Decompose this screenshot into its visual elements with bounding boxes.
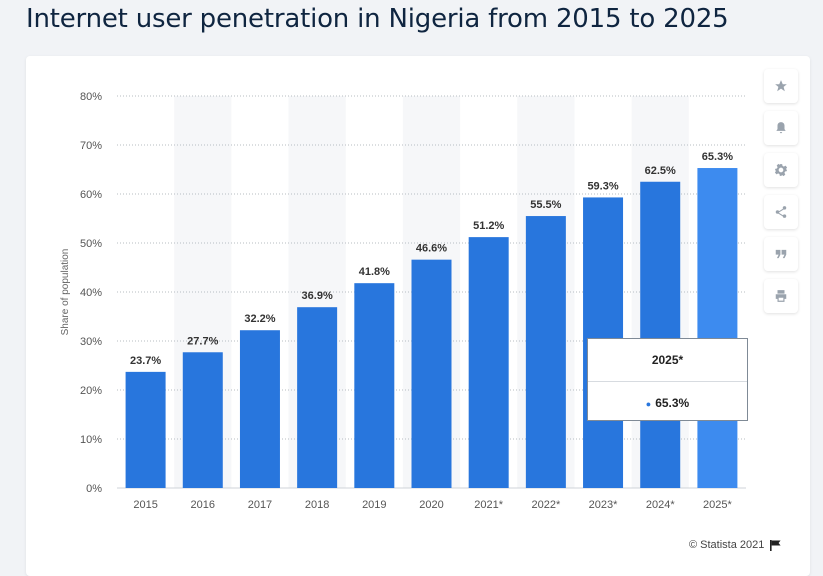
x-tick-label: 2024* xyxy=(646,499,675,511)
bar xyxy=(239,330,280,488)
side-toolbar xyxy=(764,69,798,321)
data-label: 62.5% xyxy=(645,165,676,177)
x-tick-label: 2017 xyxy=(248,499,272,511)
footer: © Statista 2021 xyxy=(689,539,782,551)
bar xyxy=(697,168,738,488)
bar xyxy=(354,283,395,488)
x-tick-label: 2018 xyxy=(305,499,329,511)
y-tick-label: 0% xyxy=(86,483,102,495)
data-label: 36.9% xyxy=(302,290,333,302)
data-label: 46.6% xyxy=(416,243,447,255)
bar xyxy=(525,216,566,489)
x-tick-label: 2020 xyxy=(419,499,443,511)
y-tick-label: 20% xyxy=(80,385,102,397)
print-button[interactable] xyxy=(764,279,798,313)
x-tick-label: 2016 xyxy=(191,499,215,511)
data-label: 65.3% xyxy=(702,151,733,163)
tooltip-title: 2025* xyxy=(588,339,747,382)
data-label: 23.7% xyxy=(130,355,161,367)
bell-icon xyxy=(776,122,786,134)
quote-icon xyxy=(775,249,787,259)
y-tick-label: 50% xyxy=(80,238,102,250)
bar xyxy=(468,237,509,488)
bar-chart: 0% 10% 20% 30% 40% 50% 60% 70% 80% Share of popul… xyxy=(60,91,746,511)
tooltip-body: ● 65.3% xyxy=(588,396,747,410)
data-label: 51.2% xyxy=(473,220,504,232)
series-dot-icon: ● xyxy=(645,398,652,409)
copyright-text[interactable]: © Statista 2021 xyxy=(689,539,765,551)
gear-icon xyxy=(774,163,788,177)
x-tick-label: 2021* xyxy=(474,499,503,511)
share-icon xyxy=(775,206,787,218)
data-label: 27.7% xyxy=(187,335,218,347)
y-tick-label: 40% xyxy=(80,287,102,299)
page-title: Internet user penetration in Nigeria fro… xyxy=(26,4,729,34)
x-tick-label: 2023* xyxy=(589,499,618,511)
y-tick-label: 10% xyxy=(80,434,102,446)
favorite-button[interactable] xyxy=(764,69,798,103)
bar xyxy=(411,259,452,488)
settings-button[interactable] xyxy=(764,153,798,187)
y-tick-label: 70% xyxy=(80,140,102,152)
bar xyxy=(125,371,166,488)
y-axis-title: Share of population xyxy=(60,249,71,336)
y-tick-label: 30% xyxy=(80,336,102,348)
data-label: 55.5% xyxy=(530,199,561,211)
y-tick-label: 80% xyxy=(80,91,102,103)
data-label: 41.8% xyxy=(359,266,390,278)
data-label: 32.2% xyxy=(244,313,275,325)
cite-button[interactable] xyxy=(764,237,798,271)
x-tick-label: 2022* xyxy=(531,499,560,511)
share-button[interactable] xyxy=(764,195,798,229)
x-tick-label: 2019 xyxy=(362,499,386,511)
tooltip-value: 65.3% xyxy=(655,396,690,410)
star-icon xyxy=(775,80,787,92)
chart-tooltip: 2025* ● 65.3% xyxy=(587,338,748,421)
print-icon xyxy=(775,290,787,302)
y-tick-label: 60% xyxy=(80,189,102,201)
flag-icon[interactable] xyxy=(770,539,782,551)
x-tick-label: 2015 xyxy=(133,499,157,511)
chart-card: 0% 10% 20% 30% 40% 50% 60% 70% 80% Share of popul… xyxy=(26,56,810,576)
bar xyxy=(640,181,681,488)
notification-button[interactable] xyxy=(764,111,798,145)
bar xyxy=(297,307,338,488)
bar xyxy=(182,352,223,488)
x-tick-label: 2025* xyxy=(703,499,732,511)
data-label: 59.3% xyxy=(587,180,618,192)
